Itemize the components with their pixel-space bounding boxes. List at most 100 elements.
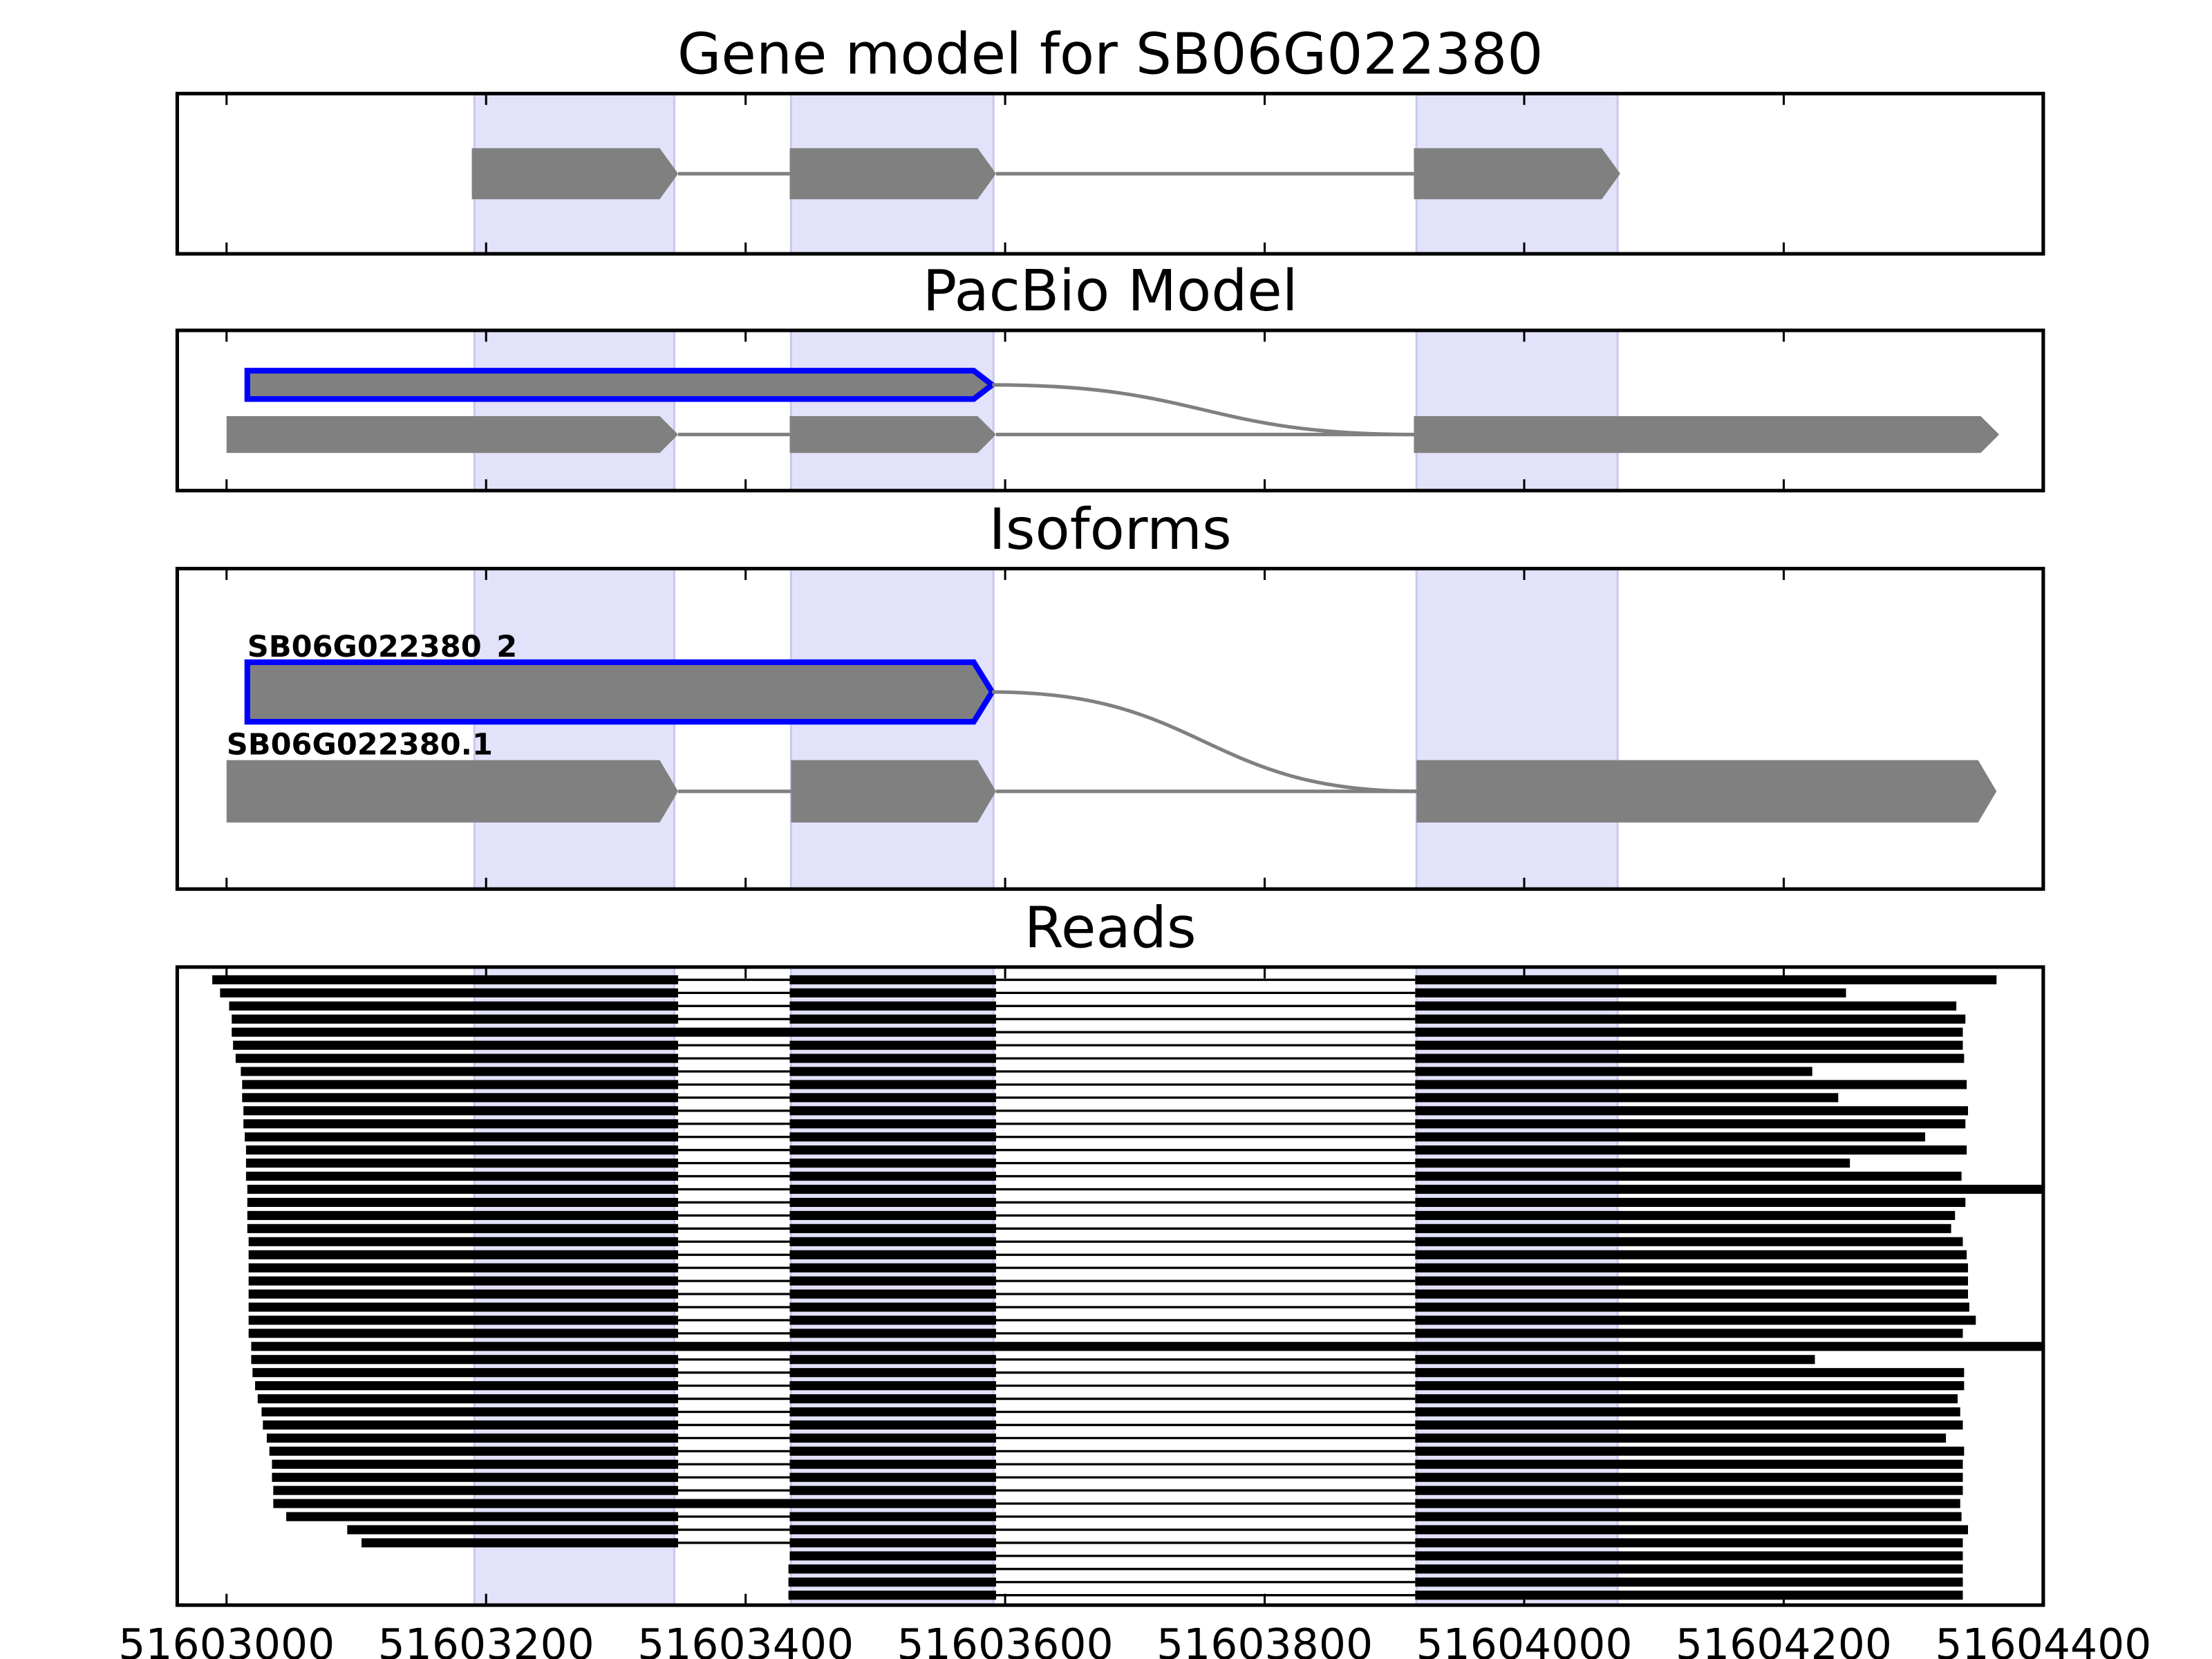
read-exon [789,1237,996,1246]
read-exon [789,1538,996,1548]
read-exon [789,1433,996,1443]
read-exon [1415,1577,1963,1587]
read-exon [789,1210,996,1220]
panel-title: Reads [1024,895,1197,961]
read-exon [789,1263,996,1273]
exon [1414,148,1620,200]
read-exon [1415,1472,1963,1482]
read-exon [241,1067,679,1076]
read-exon [1415,1512,1962,1521]
read-exon [242,1080,679,1089]
panel-frame [175,91,2045,256]
x-tick-label: 51603200 [378,1620,594,1659]
read-exon [1415,1394,1958,1404]
read-exon [263,1420,679,1430]
read-exon [789,1093,996,1103]
read-exon [789,1302,996,1312]
read-exon [248,1289,679,1299]
read-exon [1415,1184,2043,1194]
read-exon [248,1315,679,1325]
read-exon [1415,1564,1963,1574]
read-exon [1415,1276,1969,1286]
read-exon [789,1184,996,1194]
junction-curve [992,690,1417,794]
read-exon [789,1368,996,1378]
exon [1416,760,1997,823]
read-exon [789,1080,996,1089]
read-exon [247,1210,679,1220]
read-exon [247,1224,679,1233]
read-exon [245,1171,679,1181]
read-exon [272,1472,679,1482]
read-exon [789,1446,996,1456]
read-exon [789,1053,996,1063]
x-tick-label: 51604400 [1935,1620,2151,1659]
read-exon [1415,1053,1965,1063]
exon [789,148,996,200]
read-exon [243,1119,679,1129]
read-exon [789,1171,996,1181]
read-exon [1415,1119,1966,1129]
read-exon [789,1197,996,1208]
read-exon [1415,1197,1966,1208]
read-exon [232,1027,996,1037]
read-exon [789,1040,996,1050]
panel-title: PacBio Model [923,259,1298,324]
read-exon [1415,1014,1966,1024]
read-exon [789,1014,996,1024]
read-exon [1415,1237,1963,1246]
read-exon [789,1067,996,1076]
read-exon [789,1525,996,1535]
read-exon [1415,1263,1969,1273]
read-exon [257,1394,679,1404]
read-exon [789,1250,996,1259]
read-exon [245,1159,679,1168]
read-exon [1415,988,1846,997]
read-exon [251,1342,2043,1351]
read-exon [1415,1329,1963,1338]
read-exon [247,1197,679,1208]
read-exon [789,1394,996,1404]
read-exon [789,1145,996,1155]
read-exon [1415,1459,1963,1469]
read-exon [789,1329,996,1338]
read-exon [1415,1224,1951,1233]
exon [471,148,679,200]
read-exon [1415,1315,1976,1325]
read-exon [245,1145,679,1155]
read-exon [252,1368,679,1378]
read-exon [251,1355,679,1365]
read-exon [1415,1171,1962,1181]
read-exon [248,1250,679,1259]
read-exon [242,1093,679,1103]
read-exon [789,1472,996,1482]
read-exon [1415,1302,1969,1312]
read-exon [247,1184,679,1194]
read-exon [1415,1485,1963,1495]
read-exon [1415,1001,1957,1011]
read-exon [1415,1145,1967,1155]
read-exon [789,1276,996,1286]
read-exon [248,1263,679,1273]
read-exon [248,1276,679,1286]
read-exon [789,1551,996,1561]
read-exon [1415,1446,1965,1456]
read-exon [1415,1159,1850,1168]
highlight-region [789,568,995,890]
read-exon [1415,1525,1969,1535]
read-exon [1415,1040,1963,1050]
isoform-label: SB06G022380.1 [227,727,493,762]
read-exon [788,1577,996,1587]
junction-curve [992,383,1414,437]
read-exon [245,1132,679,1142]
read-exon [1415,1132,1926,1142]
read-exon [789,1407,996,1417]
read-exon [788,1564,996,1574]
read-exon [273,1485,679,1495]
x-tick-label: 51603600 [897,1620,1114,1659]
read-exon [1415,1407,1960,1417]
read-exon [361,1538,679,1548]
read-exon [1415,1106,1969,1116]
highlight-region [473,568,675,890]
